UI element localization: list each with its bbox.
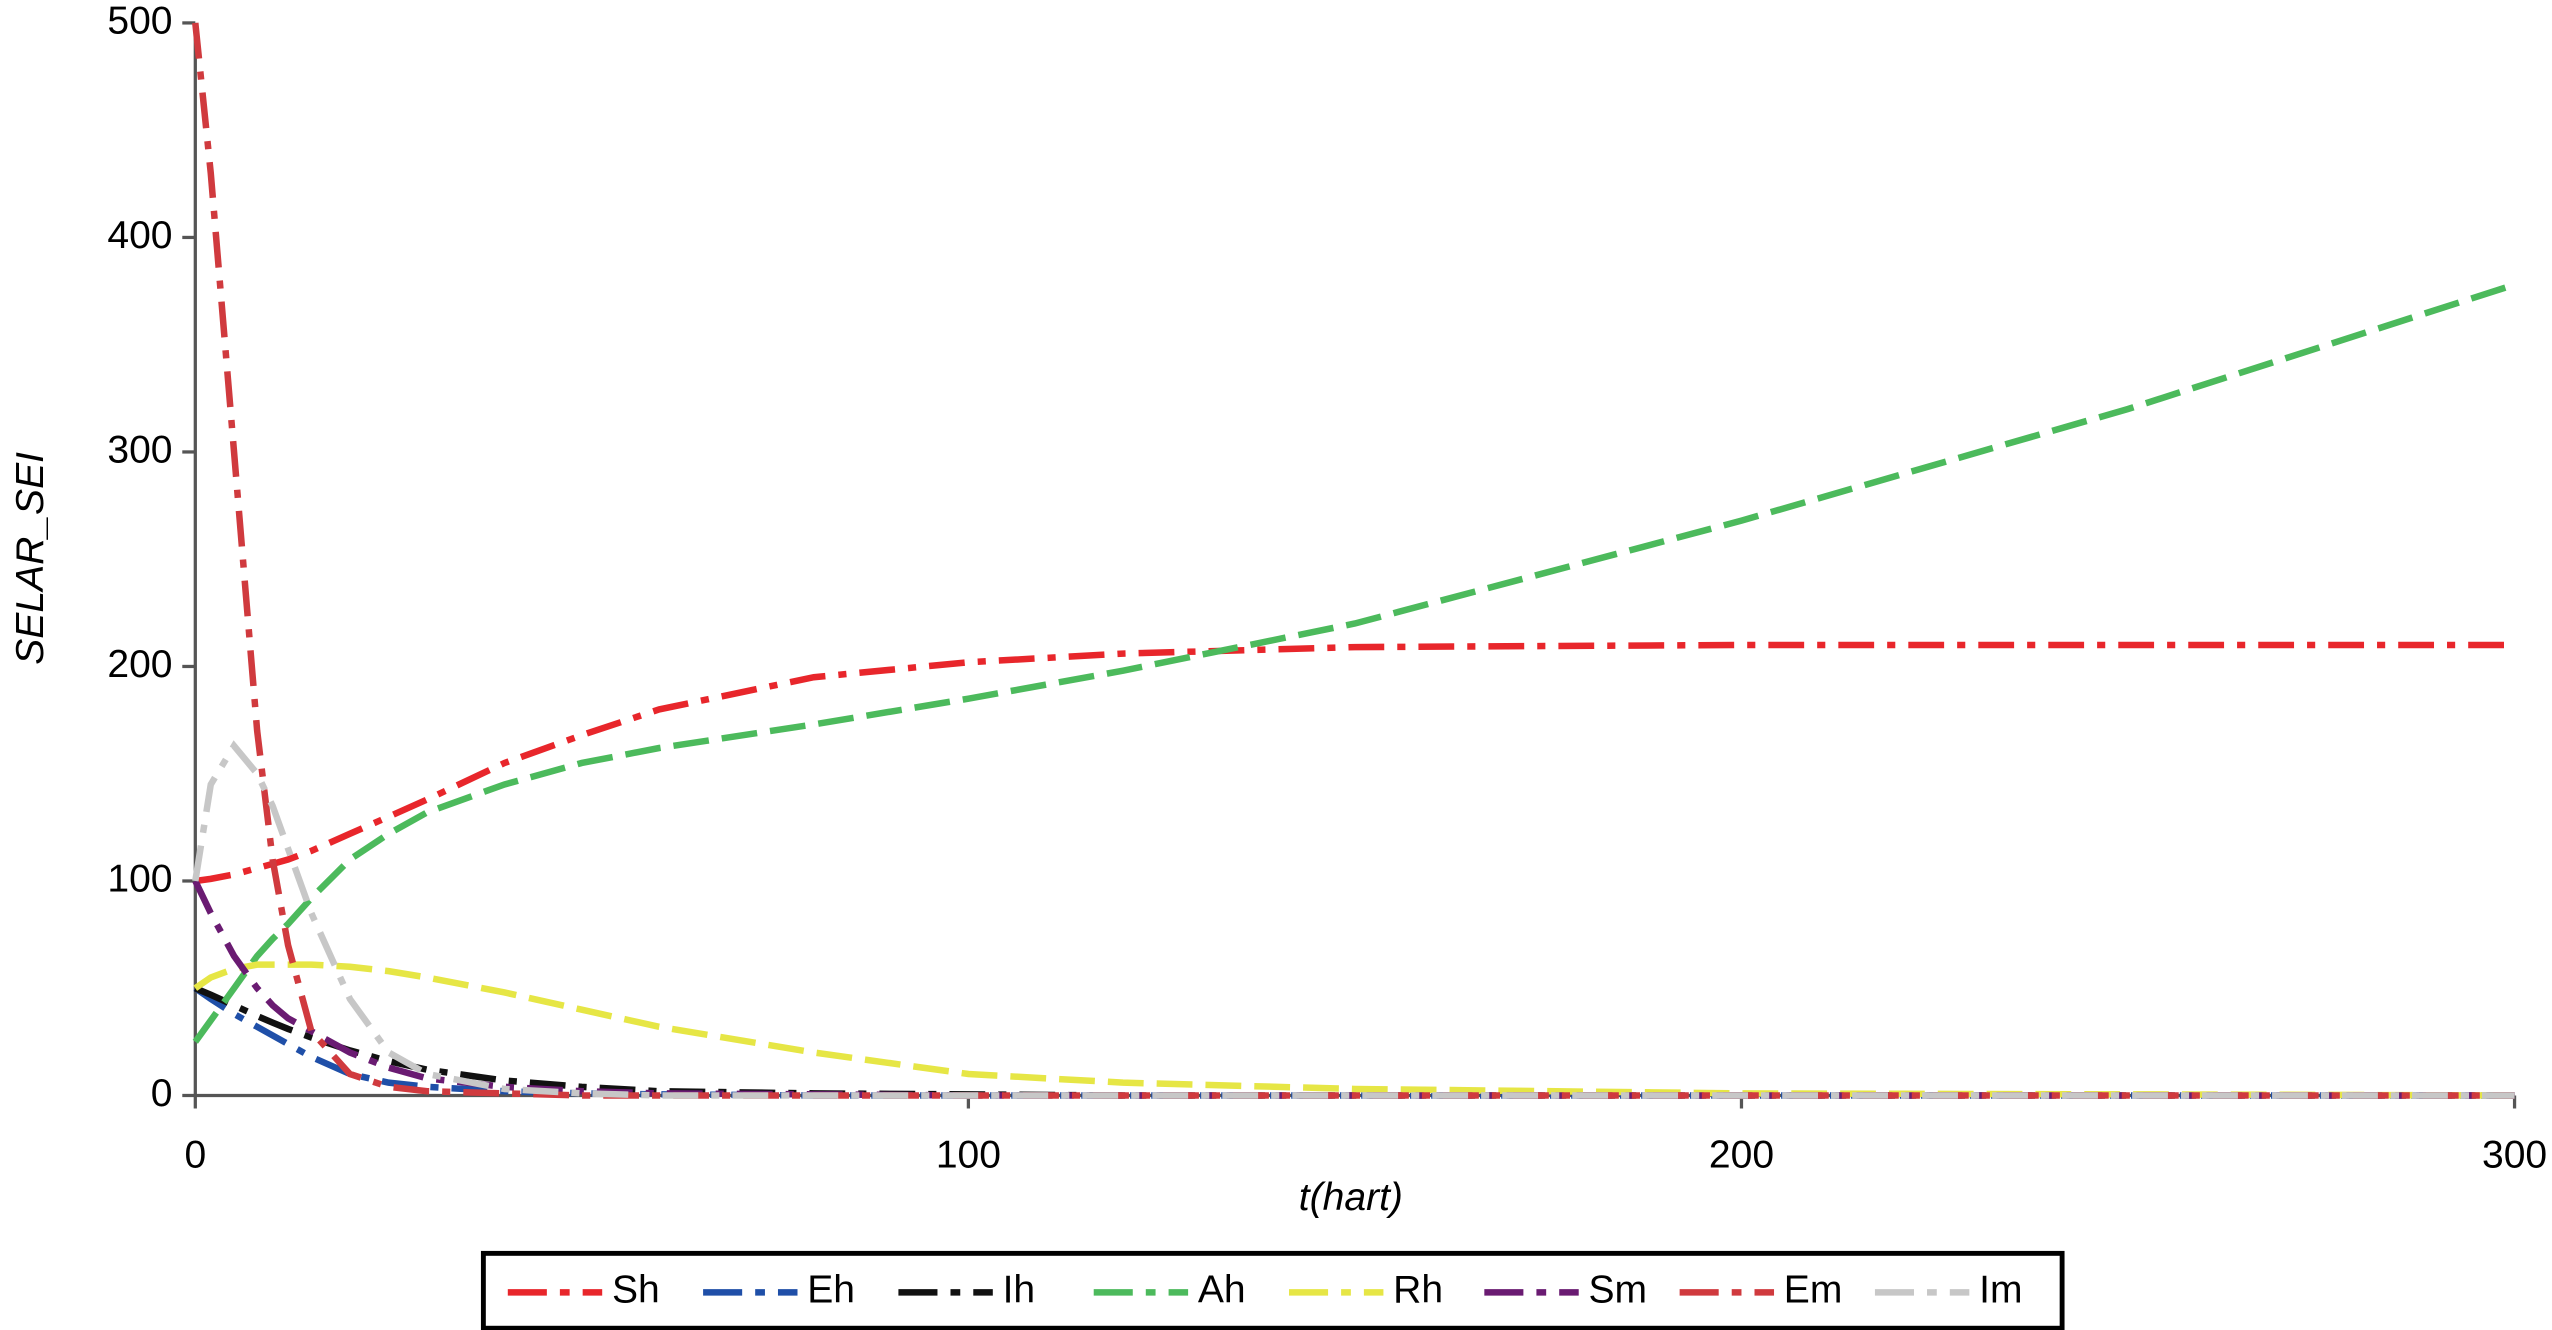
legend-label: Ih (1003, 1269, 1036, 1312)
legend-label: Sm (1588, 1269, 1647, 1312)
x-tick-label: 100 (936, 1134, 1001, 1177)
y-tick-label: 100 (107, 857, 172, 900)
x-tick-label: 200 (1709, 1134, 1774, 1177)
x-tick-label: 0 (184, 1134, 206, 1177)
y-tick-label: 0 (151, 1072, 173, 1115)
legend-label: Eh (807, 1269, 855, 1312)
legend-label: Ah (1198, 1269, 1246, 1312)
series-line (194, 641, 2515, 885)
legend-label: Sh (612, 1269, 660, 1312)
y-tick-label: 300 (107, 428, 172, 471)
y-axis-label: SELAR_SEI (9, 452, 52, 665)
x-tick-label: 300 (2482, 1134, 2547, 1177)
y-tick-label: 400 (107, 214, 172, 257)
series-line (193, 961, 2515, 1099)
legend-label: Rh (1393, 1269, 1443, 1312)
series-line (192, 22, 2515, 1099)
series-line (192, 879, 2515, 1099)
x-axis-label: t(hart) (1299, 1176, 1403, 1219)
series-line (192, 281, 2516, 1044)
y-tick-label: 500 (107, 0, 172, 42)
y-tick-label: 200 (107, 643, 172, 686)
series-line (192, 740, 2515, 1099)
legend-label: Em (1784, 1269, 1843, 1312)
legend-label: Im (1979, 1269, 2022, 1312)
legend-box (480, 1250, 2065, 1330)
